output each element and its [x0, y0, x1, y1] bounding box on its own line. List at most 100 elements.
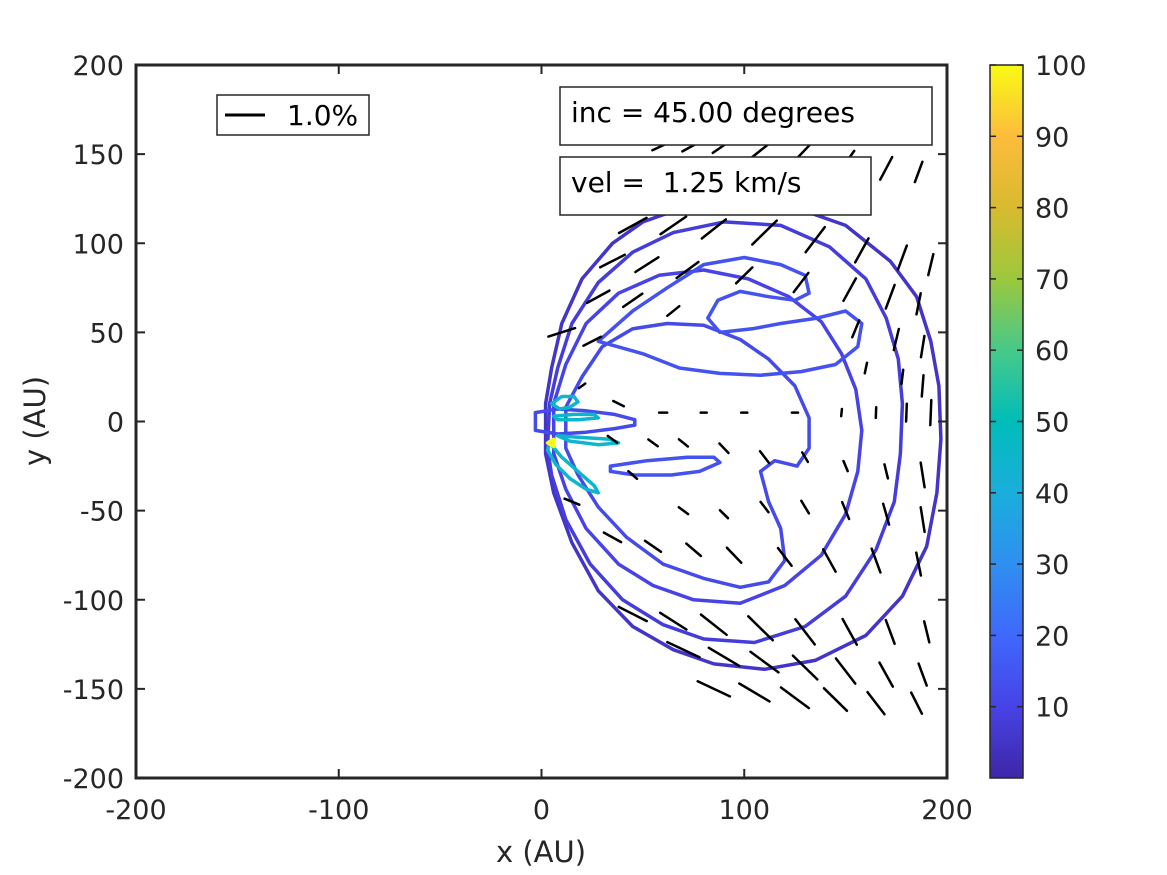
polarization-vector-80 [707, 646, 741, 668]
polarization-vector-15 [927, 252, 935, 277]
legend: 1.0% [216, 94, 370, 136]
polarization-vector-16 [598, 253, 627, 269]
polarization-vector-10 [700, 218, 728, 240]
polarization-vector-85 [917, 662, 928, 687]
polarization-vector-6 [878, 155, 894, 181]
polarization-vector-25 [621, 292, 644, 309]
polarization-vector-60 [881, 502, 891, 526]
polarization-vector-83 [834, 657, 857, 685]
polarization-vector-56 [718, 508, 730, 520]
polarization-vector-layer [547, 136, 935, 716]
vel-annotation: vel = 1.25 km/s [559, 156, 872, 216]
polarization-vector-7 [913, 160, 924, 184]
polarization-vector-87 [738, 682, 771, 703]
polarization-vector-53 [919, 461, 926, 489]
contour-level-45-10 [551, 412, 601, 422]
vel-annotation-box [559, 156, 872, 216]
polarization-vector-21 [842, 277, 858, 303]
contour-level-14-5 [608, 455, 722, 477]
polarization-vector-49 [758, 449, 771, 465]
colorbar-tick-label: 40 [1035, 479, 1069, 510]
polarization-vector-61 [919, 505, 926, 534]
polarization-vector-32 [863, 361, 869, 375]
polarization-vector-71 [617, 605, 649, 623]
polarization-vector-86 [696, 680, 732, 698]
polarization-vector-58 [800, 499, 811, 515]
polarization-vector-8 [617, 216, 648, 235]
colorbar-tick-label: 70 [1035, 265, 1069, 296]
x-axis-label: x (AU) [496, 835, 586, 869]
polarization-vector-89 [822, 687, 849, 713]
contour-level-14-4 [596, 255, 864, 377]
polarization-vector-65 [685, 542, 703, 558]
polarization-vector-14 [896, 244, 909, 271]
polarization-vector-13 [853, 237, 870, 264]
polarization-vector-12 [804, 225, 827, 254]
colorbar-tick-label: 60 [1035, 336, 1069, 367]
y-tick-label: 100 [72, 229, 124, 260]
polarization-vector-45 [606, 434, 619, 445]
colorbar-tick-label: 80 [1035, 194, 1069, 225]
colorbar-tick-label: 50 [1035, 408, 1069, 439]
vel-annotation-text: vel = 1.25 km/s [571, 166, 802, 199]
colorbar-tick-label: 100 [1035, 51, 1087, 82]
polarization-vector-24 [585, 289, 611, 305]
polarization-vector-34 [920, 373, 925, 398]
polarization-vector-90 [866, 690, 886, 716]
polarization-vector-50 [800, 451, 810, 464]
polarization-vector-77 [884, 618, 896, 645]
polarization-vector-68 [821, 548, 837, 573]
polarization-vector-18 [675, 260, 700, 280]
colorbar-tick-label: 30 [1035, 550, 1069, 581]
y-tick-label: -100 [63, 586, 124, 617]
contour-level-45-9 [549, 394, 580, 411]
polarization-vector-91 [909, 691, 924, 715]
contour-level-100-11 [545, 437, 556, 449]
polarization-vector-69 [870, 547, 882, 574]
polarization-vector-73 [699, 613, 728, 637]
polarization-vector-9 [659, 215, 688, 236]
inc-annotation-box [559, 86, 933, 146]
y-tick-label: 50 [90, 318, 124, 349]
polarization-vector-78 [922, 620, 931, 644]
polarization-vector-31 [582, 335, 603, 347]
contour-level-45-8 [555, 434, 621, 447]
polarization-vector-63 [602, 531, 623, 544]
polarization-vector-20 [792, 271, 810, 294]
x-tick-label: -200 [105, 795, 166, 826]
x-axis-ticks: -200 -100 0 100 200 [105, 65, 973, 826]
colorbar-ticks: 100 90 80 70 60 50 40 30 20 10 [990, 51, 1087, 724]
colorbar-tick-label: 10 [1035, 693, 1069, 724]
polarization-vector-17 [634, 256, 660, 274]
polarization-vector-88 [779, 686, 811, 710]
polarization-vector-70 [915, 551, 923, 577]
polarization-vector-55 [677, 505, 690, 516]
polarization-vector-11 [751, 219, 778, 246]
polarization-vector-23 [915, 292, 922, 316]
polarization-vector-72 [658, 611, 688, 631]
colorbar-tick-label: 20 [1035, 621, 1069, 652]
polarization-vector-47 [677, 438, 690, 448]
y-tick-label: -150 [63, 675, 124, 706]
polarization-vector-19 [734, 266, 754, 285]
inc-annotation: inc = 45.00 degrees [559, 86, 933, 146]
polarization-vector-22 [884, 283, 896, 310]
polarization-vector-43 [904, 402, 909, 423]
polarization-vector-36 [612, 399, 626, 408]
polarization-vector-75 [794, 618, 816, 646]
polarization-vector-26 [666, 304, 681, 318]
polarization-vector-30 [547, 326, 577, 338]
polarization-vector-35 [577, 382, 587, 390]
polarization-vector-76 [841, 617, 859, 646]
polarization-vector-51 [842, 459, 849, 473]
y-axis-label: y (AU) [18, 376, 52, 466]
y-tick-label: -50 [80, 497, 124, 528]
polarization-vector-79 [666, 640, 701, 659]
x-tick-label: -100 [308, 795, 369, 826]
polarization-vector-44 [929, 398, 933, 427]
legend-label: 1.0% [287, 99, 358, 132]
polarization-vector-28 [892, 327, 901, 352]
polarization-vector-29 [919, 334, 926, 359]
y-tick-label: 200 [72, 51, 124, 82]
